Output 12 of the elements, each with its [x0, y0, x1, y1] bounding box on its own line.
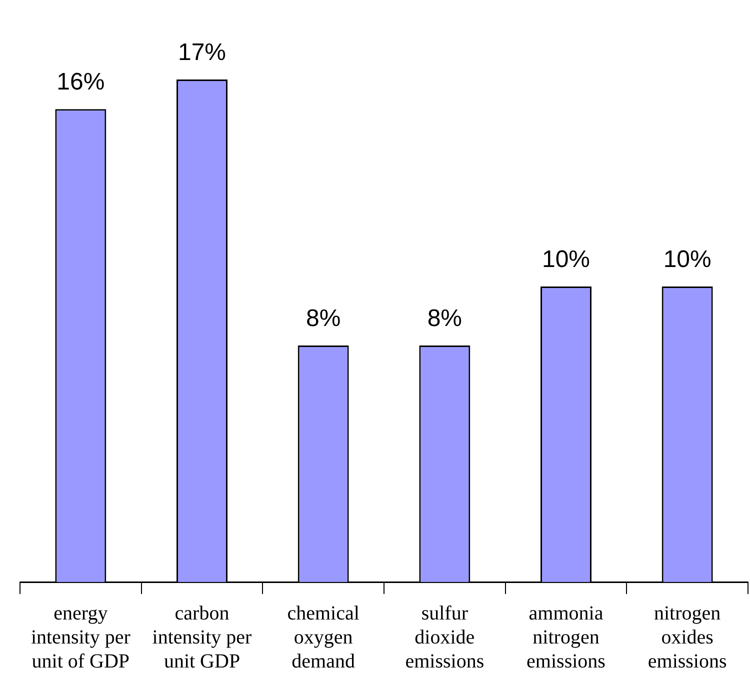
- data-label: 16%: [56, 68, 105, 96]
- x-tick-label: sulfur dioxide emissions: [405, 602, 484, 672]
- data-label: 10%: [663, 246, 712, 274]
- x-tick-label: energy intensity per unit of GDP: [30, 602, 131, 672]
- x-tick-label: nitrogen oxides emissions: [648, 602, 727, 672]
- data-label: 10%: [542, 246, 590, 274]
- data-label: 8%: [306, 305, 341, 332]
- data-label: 17%: [178, 39, 226, 66]
- x-tick-label: chemical oxygen demand: [287, 602, 360, 672]
- x-tick-label: ammonia nitrogen emissions: [526, 602, 606, 672]
- x-tick-label: carbon intensity per unit GDP: [152, 602, 252, 672]
- data-label: 8%: [427, 305, 462, 332]
